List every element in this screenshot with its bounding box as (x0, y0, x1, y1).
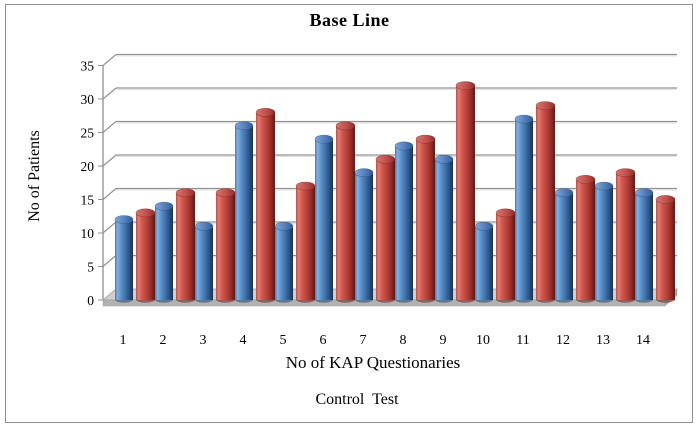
bar-red-7 (376, 159, 395, 300)
bar-cap-blue-8 (394, 141, 414, 151)
bar-cap-blue-6 (314, 134, 334, 144)
y-tick-label: 5 (87, 260, 94, 275)
gridline-connector (102, 154, 117, 167)
bar-cap-blue-14 (634, 188, 654, 198)
x-tick-label: 4 (240, 333, 247, 348)
gridline-connector (102, 54, 117, 66)
x-tick-label: 10 (476, 333, 490, 348)
bar-cap-blue-4 (234, 121, 254, 131)
x-tick-label: 6 (320, 333, 327, 348)
bar-blue-5 (275, 226, 293, 300)
gridline-connector (102, 87, 117, 100)
bar-cap-blue-1 (114, 215, 134, 224)
bar-blue-12 (555, 192, 573, 300)
x-tick-label: 13 (596, 333, 610, 348)
gridline-connector (102, 255, 117, 267)
bar-blue-2 (155, 206, 173, 300)
bar-cap-blue-9 (434, 154, 454, 164)
y-tick-label: 35 (81, 59, 95, 74)
bar-cap-red-5 (295, 181, 316, 191)
bar-red-2 (176, 192, 195, 300)
x-tick-label: 9 (440, 333, 447, 348)
bar-cap-blue-12 (554, 188, 574, 198)
gridline-connector (102, 121, 117, 133)
bar-red-12 (576, 179, 595, 300)
bar-red-11 (536, 105, 555, 300)
bar-red-5 (296, 186, 315, 300)
gridline-connector (102, 188, 117, 200)
bar-cap-blue-5 (274, 221, 294, 231)
bar-blue-14 (635, 192, 653, 300)
x-tick-label: 7 (360, 333, 367, 348)
bar-blue-8 (395, 145, 413, 300)
bar-blue-13 (595, 186, 613, 300)
bar-cap-red-9 (455, 81, 476, 90)
bar-cap-blue-7 (354, 168, 374, 178)
bar-red-3 (216, 192, 235, 300)
bar-red-8 (416, 139, 435, 300)
bar-cap-red-4 (255, 108, 276, 117)
x-tick-label: 3 (200, 333, 207, 348)
x-tick-label: 12 (556, 333, 570, 348)
bar-red-6 (336, 125, 355, 300)
bar-cap-red-8 (415, 134, 436, 144)
bar-red-9 (456, 85, 475, 300)
bar-blue-6 (315, 139, 333, 300)
bar-red-10 (496, 212, 515, 300)
chart-footer: Control Test (315, 391, 399, 408)
bar-cap-blue-13 (594, 181, 614, 191)
bar-cap-blue-3 (194, 221, 214, 231)
y-tick-label: 15 (81, 193, 95, 208)
x-tick-label: 8 (400, 333, 407, 348)
bar-cap-blue-11 (514, 114, 534, 124)
bar-blue-9 (435, 159, 453, 300)
bar-blue-4 (235, 125, 253, 300)
bar-red-4 (256, 112, 275, 301)
bar-blue-11 (515, 119, 533, 300)
bar-cap-red-1 (135, 208, 156, 218)
x-tick-label: 1 (120, 333, 127, 348)
bar-cap-red-13 (615, 168, 636, 178)
gridline-connector (102, 221, 117, 234)
x-axis-title: No of KAP Questionaries (285, 353, 461, 372)
y-tick-label: 20 (81, 159, 95, 174)
x-tick-label: 5 (280, 333, 287, 348)
bar-cap-red-7 (375, 154, 396, 164)
bar-red-14 (656, 199, 675, 300)
y-tick-label: 30 (81, 92, 95, 107)
bar-blue-10 (475, 226, 493, 300)
bar-cap-red-3 (215, 188, 236, 198)
bar-cap-red-12 (575, 174, 596, 184)
bar-blue-3 (195, 226, 213, 300)
x-tick-label: 11 (516, 333, 529, 348)
y-tick-label: 10 (81, 226, 95, 241)
bar-blue-1 (115, 219, 133, 300)
bar-cap-red-14 (655, 195, 676, 204)
bar-cap-red-10 (495, 208, 516, 218)
bar-red-13 (616, 172, 635, 300)
y-tick-label: 0 (87, 293, 94, 308)
bar-red-1 (136, 212, 155, 300)
chart-title: Base Line (309, 10, 390, 30)
bar-cap-red-11 (535, 101, 556, 111)
bar-blue-7 (355, 172, 373, 300)
bar-cap-blue-2 (154, 201, 174, 211)
bar-cap-red-2 (175, 188, 196, 198)
bar-cap-blue-10 (474, 221, 494, 231)
x-tick-label: 14 (636, 333, 650, 348)
bar-cap-red-6 (335, 121, 356, 131)
x-tick-label: 2 (160, 333, 167, 348)
y-tick-label: 25 (81, 126, 95, 141)
